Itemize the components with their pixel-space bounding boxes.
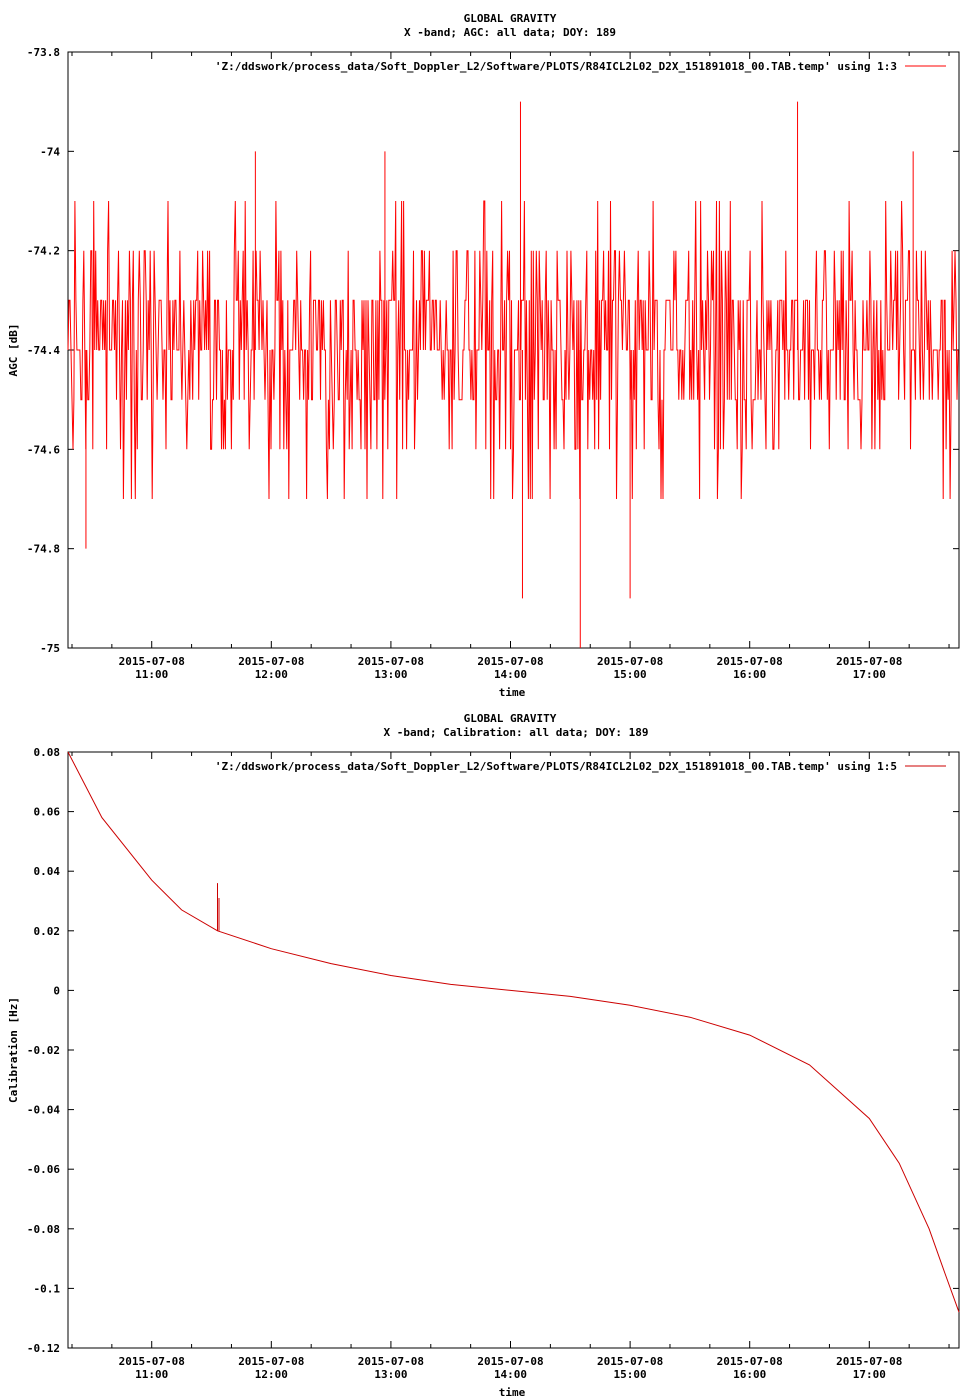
- x-tick-time: 14:00: [494, 668, 527, 681]
- x-tick-time: 15:00: [614, 1368, 647, 1381]
- x-tick-date: 2015-07-08: [358, 655, 424, 668]
- x-tick-time: 14:00: [494, 1368, 527, 1381]
- x-tick-date: 2015-07-08: [717, 1355, 783, 1368]
- cal-series: [67, 751, 960, 1313]
- y-tick-label: -0.1: [34, 1282, 61, 1295]
- y-tick-label: -0.06: [27, 1163, 60, 1176]
- x-tick-time: 13:00: [374, 668, 407, 681]
- x-tick-date: 2015-07-08: [836, 655, 902, 668]
- x-tick-date: 2015-07-08: [119, 655, 185, 668]
- y-tick-label: -74: [40, 145, 60, 158]
- x-tick-date: 2015-07-08: [119, 1355, 185, 1368]
- cal-legend-label: 'Z:/ddswork/process_data/Soft_Doppler_L2…: [215, 760, 897, 773]
- agc-legend-label: 'Z:/ddswork/process_data/Soft_Doppler_L2…: [215, 60, 897, 73]
- y-tick-label: 0.06: [34, 806, 61, 819]
- x-tick-time: 16:00: [733, 668, 766, 681]
- cal-subtitle: X -band; Calibration: all data; DOY: 189: [384, 726, 649, 739]
- agc-title: GLOBAL GRAVITY: [464, 12, 557, 25]
- cal-title: GLOBAL GRAVITY: [464, 712, 557, 725]
- agc-noise-line: [67, 200, 959, 500]
- y-tick-label: -73.8: [27, 46, 60, 59]
- cal-y-axis: 0.08 0.06 0.04 0.02 0 -0.02 -0.04 -0.06 -0.08 -0.…: [27, 746, 959, 1355]
- y-tick-label: -74.4: [27, 344, 60, 357]
- y-tick-label: -0.02: [27, 1044, 60, 1057]
- x-tick-date: 2015-07-08: [477, 655, 543, 668]
- y-tick-label: -0.04: [27, 1104, 60, 1117]
- agc-series: [67, 101, 959, 648]
- cal-x-axis: 2015-07-0811:002015-07-0812:002015-07-08…: [71, 752, 950, 1381]
- cal-y-axis-label: Calibration [Hz]: [7, 997, 20, 1103]
- y-tick-label: 0: [53, 984, 60, 997]
- agc-panel: GLOBAL GRAVITY X -band; AGC: all data; D…: [7, 12, 960, 699]
- agc-x-axis-label: time: [499, 686, 526, 699]
- x-tick-date: 2015-07-08: [238, 1355, 304, 1368]
- x-tick-time: 17:00: [853, 668, 886, 681]
- calibration-line: [67, 751, 960, 1313]
- x-tick-time: 12:00: [255, 668, 288, 681]
- x-tick-date: 2015-07-08: [597, 1355, 663, 1368]
- y-tick-label: -0.08: [27, 1223, 60, 1236]
- agc-x-axis: 2015-07-0811:002015-07-0812:002015-07-08…: [71, 52, 950, 681]
- x-tick-time: 15:00: [614, 668, 647, 681]
- y-tick-label: -74.6: [27, 443, 60, 456]
- y-tick-label: 0.02: [34, 925, 61, 938]
- calibration-panel: GLOBAL GRAVITY X -band; Calibration: all…: [7, 712, 960, 1399]
- agc-subtitle: X -band; AGC: all data; DOY: 189: [404, 26, 616, 39]
- x-tick-time: 16:00: [733, 1368, 766, 1381]
- cal-plot-frame: [67, 751, 960, 1349]
- agc-y-axis: -73.8 -74 -74.2 -74.4 -74.6 -74.8 -75: [27, 46, 959, 655]
- x-tick-date: 2015-07-08: [597, 655, 663, 668]
- y-tick-label: -74.8: [27, 543, 60, 556]
- x-tick-date: 2015-07-08: [358, 1355, 424, 1368]
- x-tick-date: 2015-07-08: [477, 1355, 543, 1368]
- agc-y-axis-label: AGC [dB]: [7, 324, 20, 377]
- x-tick-time: 13:00: [374, 1368, 407, 1381]
- x-tick-time: 17:00: [853, 1368, 886, 1381]
- y-tick-label: -75: [40, 642, 60, 655]
- x-tick-date: 2015-07-08: [238, 655, 304, 668]
- x-tick-time: 11:00: [135, 668, 168, 681]
- x-tick-date: 2015-07-08: [836, 1355, 902, 1368]
- x-tick-time: 12:00: [255, 1368, 288, 1381]
- y-tick-label: 0.04: [34, 865, 61, 878]
- x-tick-date: 2015-07-08: [717, 655, 783, 668]
- y-tick-label: -74.2: [27, 245, 60, 258]
- cal-x-axis-label: time: [499, 1386, 526, 1399]
- y-tick-label: 0.08: [34, 746, 61, 759]
- y-tick-label: -0.12: [27, 1342, 60, 1355]
- x-tick-time: 11:00: [135, 1368, 168, 1381]
